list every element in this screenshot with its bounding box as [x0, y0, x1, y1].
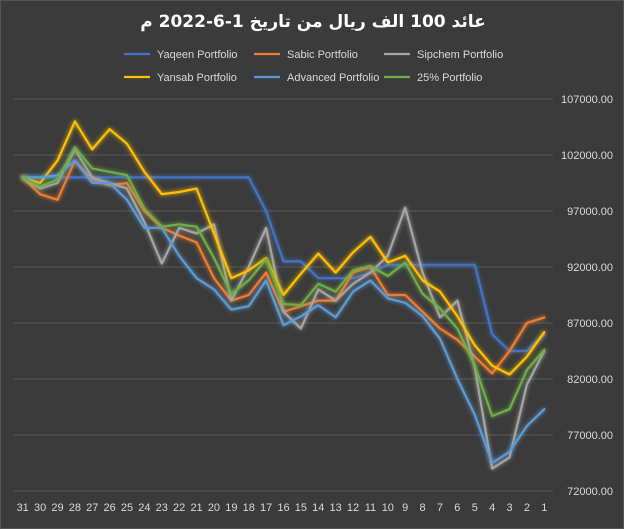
- y-axis: 72000.00 77000.00 82000.00 87000.00 92000.00…: [561, 94, 613, 498]
- x-tick-label: 14: [312, 502, 324, 514]
- x-tick-label: 5: [472, 502, 478, 514]
- y-tick-label: 72000.00: [567, 486, 613, 498]
- x-tick-label: 24: [138, 502, 150, 514]
- x-tick-label: 1: [541, 502, 547, 514]
- series-line-advanced-portfolio: [21, 159, 546, 465]
- x-tick-label: 26: [104, 502, 116, 514]
- legend-item-sipchem-portfolio: Sipchem Portfolio: [384, 49, 503, 61]
- x-tick-label: 3: [506, 502, 512, 514]
- y-tick-label: 102000.00: [561, 150, 613, 162]
- legend-label: Yansab Portfolio: [157, 72, 237, 84]
- x-tick-label: 8: [420, 502, 426, 514]
- legend-item-25-portfolio: 25% Portfolio: [384, 72, 482, 84]
- gridlines: [14, 98, 553, 492]
- x-tick-label: 22: [173, 502, 185, 514]
- x-tick-label: 23: [156, 502, 168, 514]
- legend-label: Advanced Portfolio: [287, 72, 379, 84]
- x-tick-label: 11: [365, 502, 376, 514]
- x-tick-label: 17: [260, 502, 272, 514]
- x-tick-label: 4: [489, 502, 495, 514]
- series-line-yaqeen-portfolio: [21, 176, 546, 353]
- x-tick-label: 31: [17, 502, 29, 514]
- legend-item-yaqeen-portfolio: Yaqeen Portfolio: [124, 49, 238, 61]
- y-tick-label: 82000.00: [567, 374, 613, 386]
- chart-title: عائد 100 الف ريال من تاريخ 1-6-2022 م: [140, 12, 486, 32]
- legend: Yaqeen Portfolio Sabic Portfolio Sipchem P…: [124, 49, 503, 84]
- legend-label: Sabic Portfolio: [287, 49, 358, 61]
- y-tick-label: 87000.00: [567, 318, 613, 330]
- legend-label: 25% Portfolio: [417, 72, 482, 84]
- y-tick-label: 107000.00: [561, 94, 613, 106]
- x-axis: 31 30 29 28 27 26 25 24 23 22 21 20 19 18 17 16 15 14 13 12…: [17, 502, 548, 514]
- x-tick-label: 12: [347, 502, 359, 514]
- x-tick-label: 28: [69, 502, 81, 514]
- x-tick-label: 2: [524, 502, 530, 514]
- x-tick-label: 19: [225, 502, 237, 514]
- legend-item-sabic-portfolio: Sabic Portfolio: [254, 49, 358, 61]
- x-tick-label: 16: [277, 502, 289, 514]
- x-tick-label: 7: [437, 502, 443, 514]
- x-tick-label: 10: [382, 502, 394, 514]
- series-lines: [21, 120, 546, 470]
- x-tick-label: 18: [243, 502, 255, 514]
- y-tick-label: 97000.00: [567, 206, 613, 218]
- series-line-sipchem-portfolio: [21, 148, 546, 470]
- x-tick-label: 25: [121, 502, 133, 514]
- y-tick-label: 92000.00: [567, 262, 613, 274]
- x-tick-label: 27: [86, 502, 98, 514]
- x-tick-label: 21: [190, 502, 202, 514]
- x-tick-label: 9: [402, 502, 408, 514]
- x-tick-label: 29: [51, 502, 63, 514]
- x-tick-label: 13: [330, 502, 342, 514]
- x-tick-label: 15: [295, 502, 307, 514]
- series-line-25-portfolio: [21, 146, 546, 418]
- x-tick-label: 30: [34, 502, 46, 514]
- legend-label: Yaqeen Portfolio: [157, 49, 238, 61]
- x-tick-label: 20: [208, 502, 220, 514]
- legend-item-yansab-portfolio: Yansab Portfolio: [124, 72, 237, 84]
- y-tick-label: 77000.00: [567, 430, 613, 442]
- legend-label: Sipchem Portfolio: [417, 49, 503, 61]
- series-line-yansab-portfolio: [21, 120, 546, 376]
- x-tick-label: 6: [454, 502, 460, 514]
- legend-item-advanced-portfolio: Advanced Portfolio: [254, 72, 379, 84]
